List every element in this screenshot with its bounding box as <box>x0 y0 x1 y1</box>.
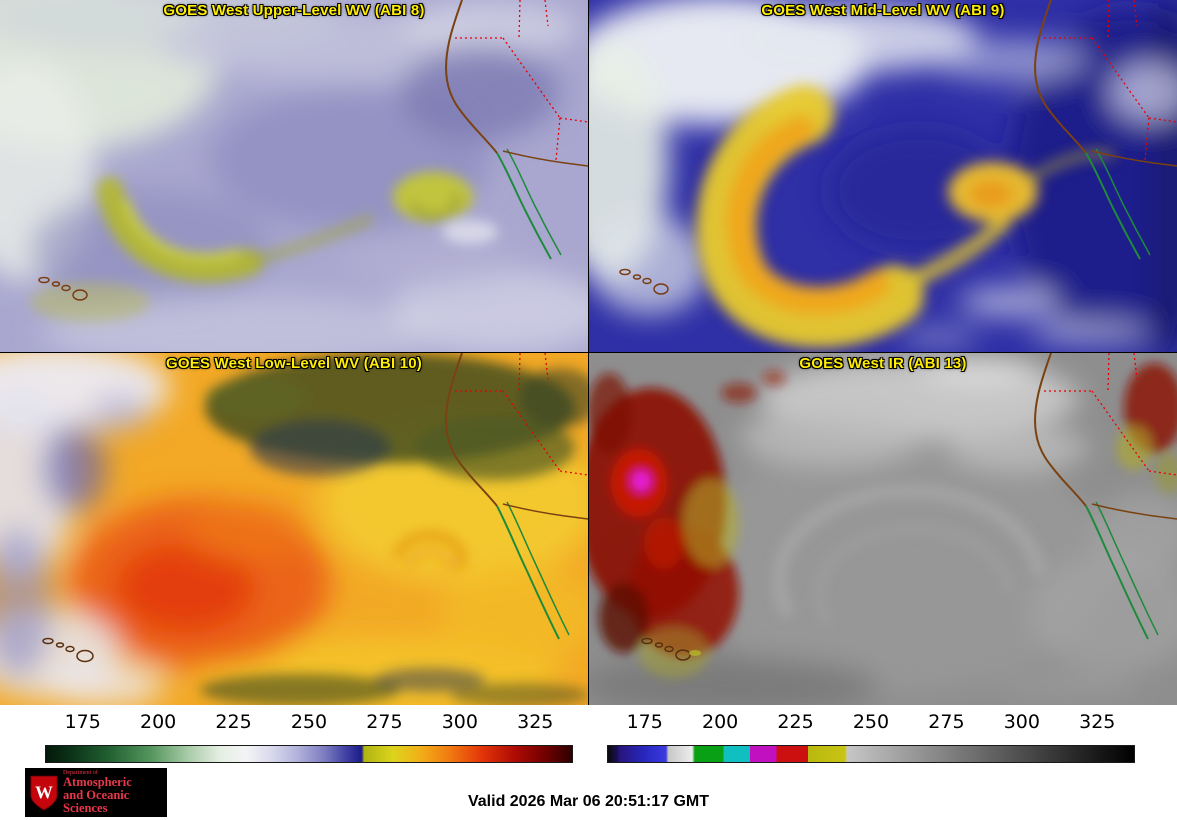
ir-cloud-field <box>589 357 1177 705</box>
hawaii-islands <box>641 637 691 661</box>
wv-colorbar <box>45 745 573 763</box>
panel-abi8: GOES West Upper-Level WV (ABI 8) <box>0 0 588 352</box>
logo-dept-line: Department of <box>63 769 98 776</box>
tick-label: 175 <box>64 711 101 733</box>
tick-label: 250 <box>290 711 328 733</box>
map-overlay <box>42 353 588 663</box>
tick-label: 325 <box>1079 711 1116 733</box>
logo-text: Department of Atmospheric and Oceanic Sc… <box>63 770 162 816</box>
panel-abi9: GOES West Mid-Level WV (ABI 9) <box>589 0 1177 352</box>
satellite-panel-grid: GOES West Upper-Level WV (ABI 8) <box>0 0 1177 705</box>
tick-label: 225 <box>777 711 814 733</box>
state-borders <box>1044 353 1177 476</box>
abi10-imagery <box>0 353 588 705</box>
wv-upper-dry-swirls <box>30 172 498 322</box>
wv-mid-moist-plume <box>696 85 1115 348</box>
wv-low-dry-slots <box>200 353 588 705</box>
map-overlay <box>619 0 1177 295</box>
map-overlay <box>641 353 1177 661</box>
logo-line-2: and Oceanic Sciences <box>63 788 130 816</box>
crest-letter: W <box>35 782 53 802</box>
ir-colorbar <box>607 745 1135 763</box>
tick-label: 200 <box>702 711 739 733</box>
wv-colorbar-ticks: 175 200 225 250 275 300 325 <box>45 711 573 733</box>
state-borders <box>455 0 588 161</box>
state-borders <box>1044 0 1177 161</box>
tick-label: 275 <box>366 711 403 733</box>
legend-footer: 175 200 225 250 275 300 325 175 200 225 … <box>0 705 1177 820</box>
tick-label: 300 <box>1003 711 1040 733</box>
panel-abi10: GOES West Low-Level WV (ABI 10) <box>0 353 588 705</box>
tick-label: 300 <box>441 711 478 733</box>
state-borders <box>455 353 588 476</box>
ir-cold-tops <box>589 363 1177 678</box>
ir-colorbar-ticks: 175 200 225 250 275 300 325 <box>607 711 1135 733</box>
abi9-imagery <box>589 0 1177 352</box>
tick-label: 225 <box>215 711 252 733</box>
panel-abi13: GOES West IR (ABI 13) <box>589 353 1177 705</box>
tick-label: 275 <box>928 711 965 733</box>
hawaii-islands <box>619 268 669 295</box>
tick-label: 200 <box>140 711 177 733</box>
tick-label: 175 <box>626 711 663 733</box>
uw-crest-icon: W <box>30 775 58 810</box>
tick-label: 325 <box>517 711 554 733</box>
hawaii-islands <box>38 276 88 301</box>
abi13-imagery <box>589 353 1177 705</box>
aos-logo: W Department of Atmospheric and Oceanic … <box>25 768 167 817</box>
hawaii-islands <box>42 637 94 663</box>
tick-label: 250 <box>852 711 890 733</box>
abi8-imagery <box>0 0 588 352</box>
valid-time: Valid 2026 Mar 06 20:51:17 GMT <box>467 793 709 810</box>
logo-line-1: Atmospheric <box>63 774 132 789</box>
map-overlay <box>38 0 588 301</box>
